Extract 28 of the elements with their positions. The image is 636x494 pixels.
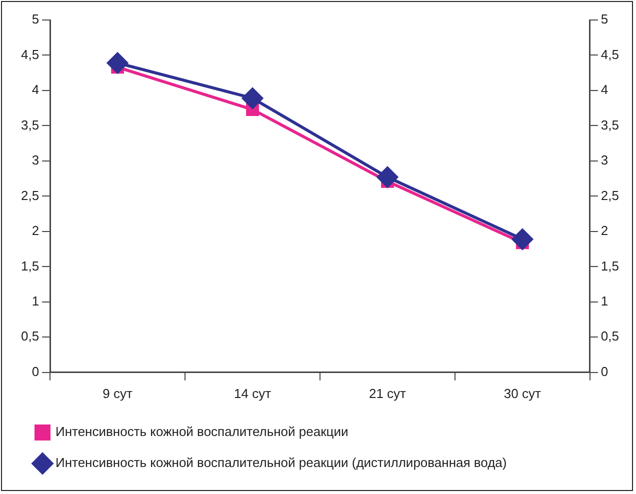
y-tick-label: 5 bbox=[32, 12, 40, 27]
y2-tick-label: 0,5 bbox=[600, 328, 620, 344]
y-tick-label: 4 bbox=[32, 82, 40, 98]
y-tick-label: 3,5 bbox=[20, 117, 40, 132]
y-tick-label: 4,5 bbox=[20, 46, 40, 62]
y-tick-label: 0,5 bbox=[20, 328, 40, 344]
y-tick-label: 2,5 bbox=[20, 188, 40, 203]
y-tick-label: 1 bbox=[32, 294, 40, 308]
y2-tick-label: 1,5 bbox=[600, 258, 620, 274]
x-tick-label: 21 сут bbox=[368, 386, 406, 401]
y-tick-label: 0 bbox=[32, 364, 40, 379]
y2-tick-label: 0 bbox=[600, 364, 608, 379]
y2-tick-label: 2 bbox=[600, 223, 608, 238]
legend-label: Интенсивность кожной воспалительной реакции bbox=[56, 424, 348, 440]
y2-tick-label: 3 bbox=[600, 152, 608, 168]
y-tick-label: 2 bbox=[32, 223, 40, 238]
x-tick-label: 9 сут bbox=[102, 386, 132, 401]
y2-tick-label: 3,5 bbox=[600, 117, 620, 132]
y2-tick-label: 2,5 bbox=[600, 188, 620, 203]
y2-tick-label: 5 bbox=[600, 12, 608, 27]
y2-tick-label: 4 bbox=[600, 82, 608, 98]
y-tick-label: 3 bbox=[32, 152, 40, 168]
x-tick-label: 30 сут bbox=[504, 386, 541, 401]
legend-label: Интенсивность кожной воспалительной реакции (дистиллированная вода) bbox=[56, 455, 507, 470]
y-tick-label: 1,5 bbox=[20, 258, 40, 274]
x-tick-label: 14 сут bbox=[234, 386, 272, 401]
y2-tick-label: 4,5 bbox=[600, 46, 620, 62]
y2-tick-label: 1 bbox=[600, 294, 608, 308]
